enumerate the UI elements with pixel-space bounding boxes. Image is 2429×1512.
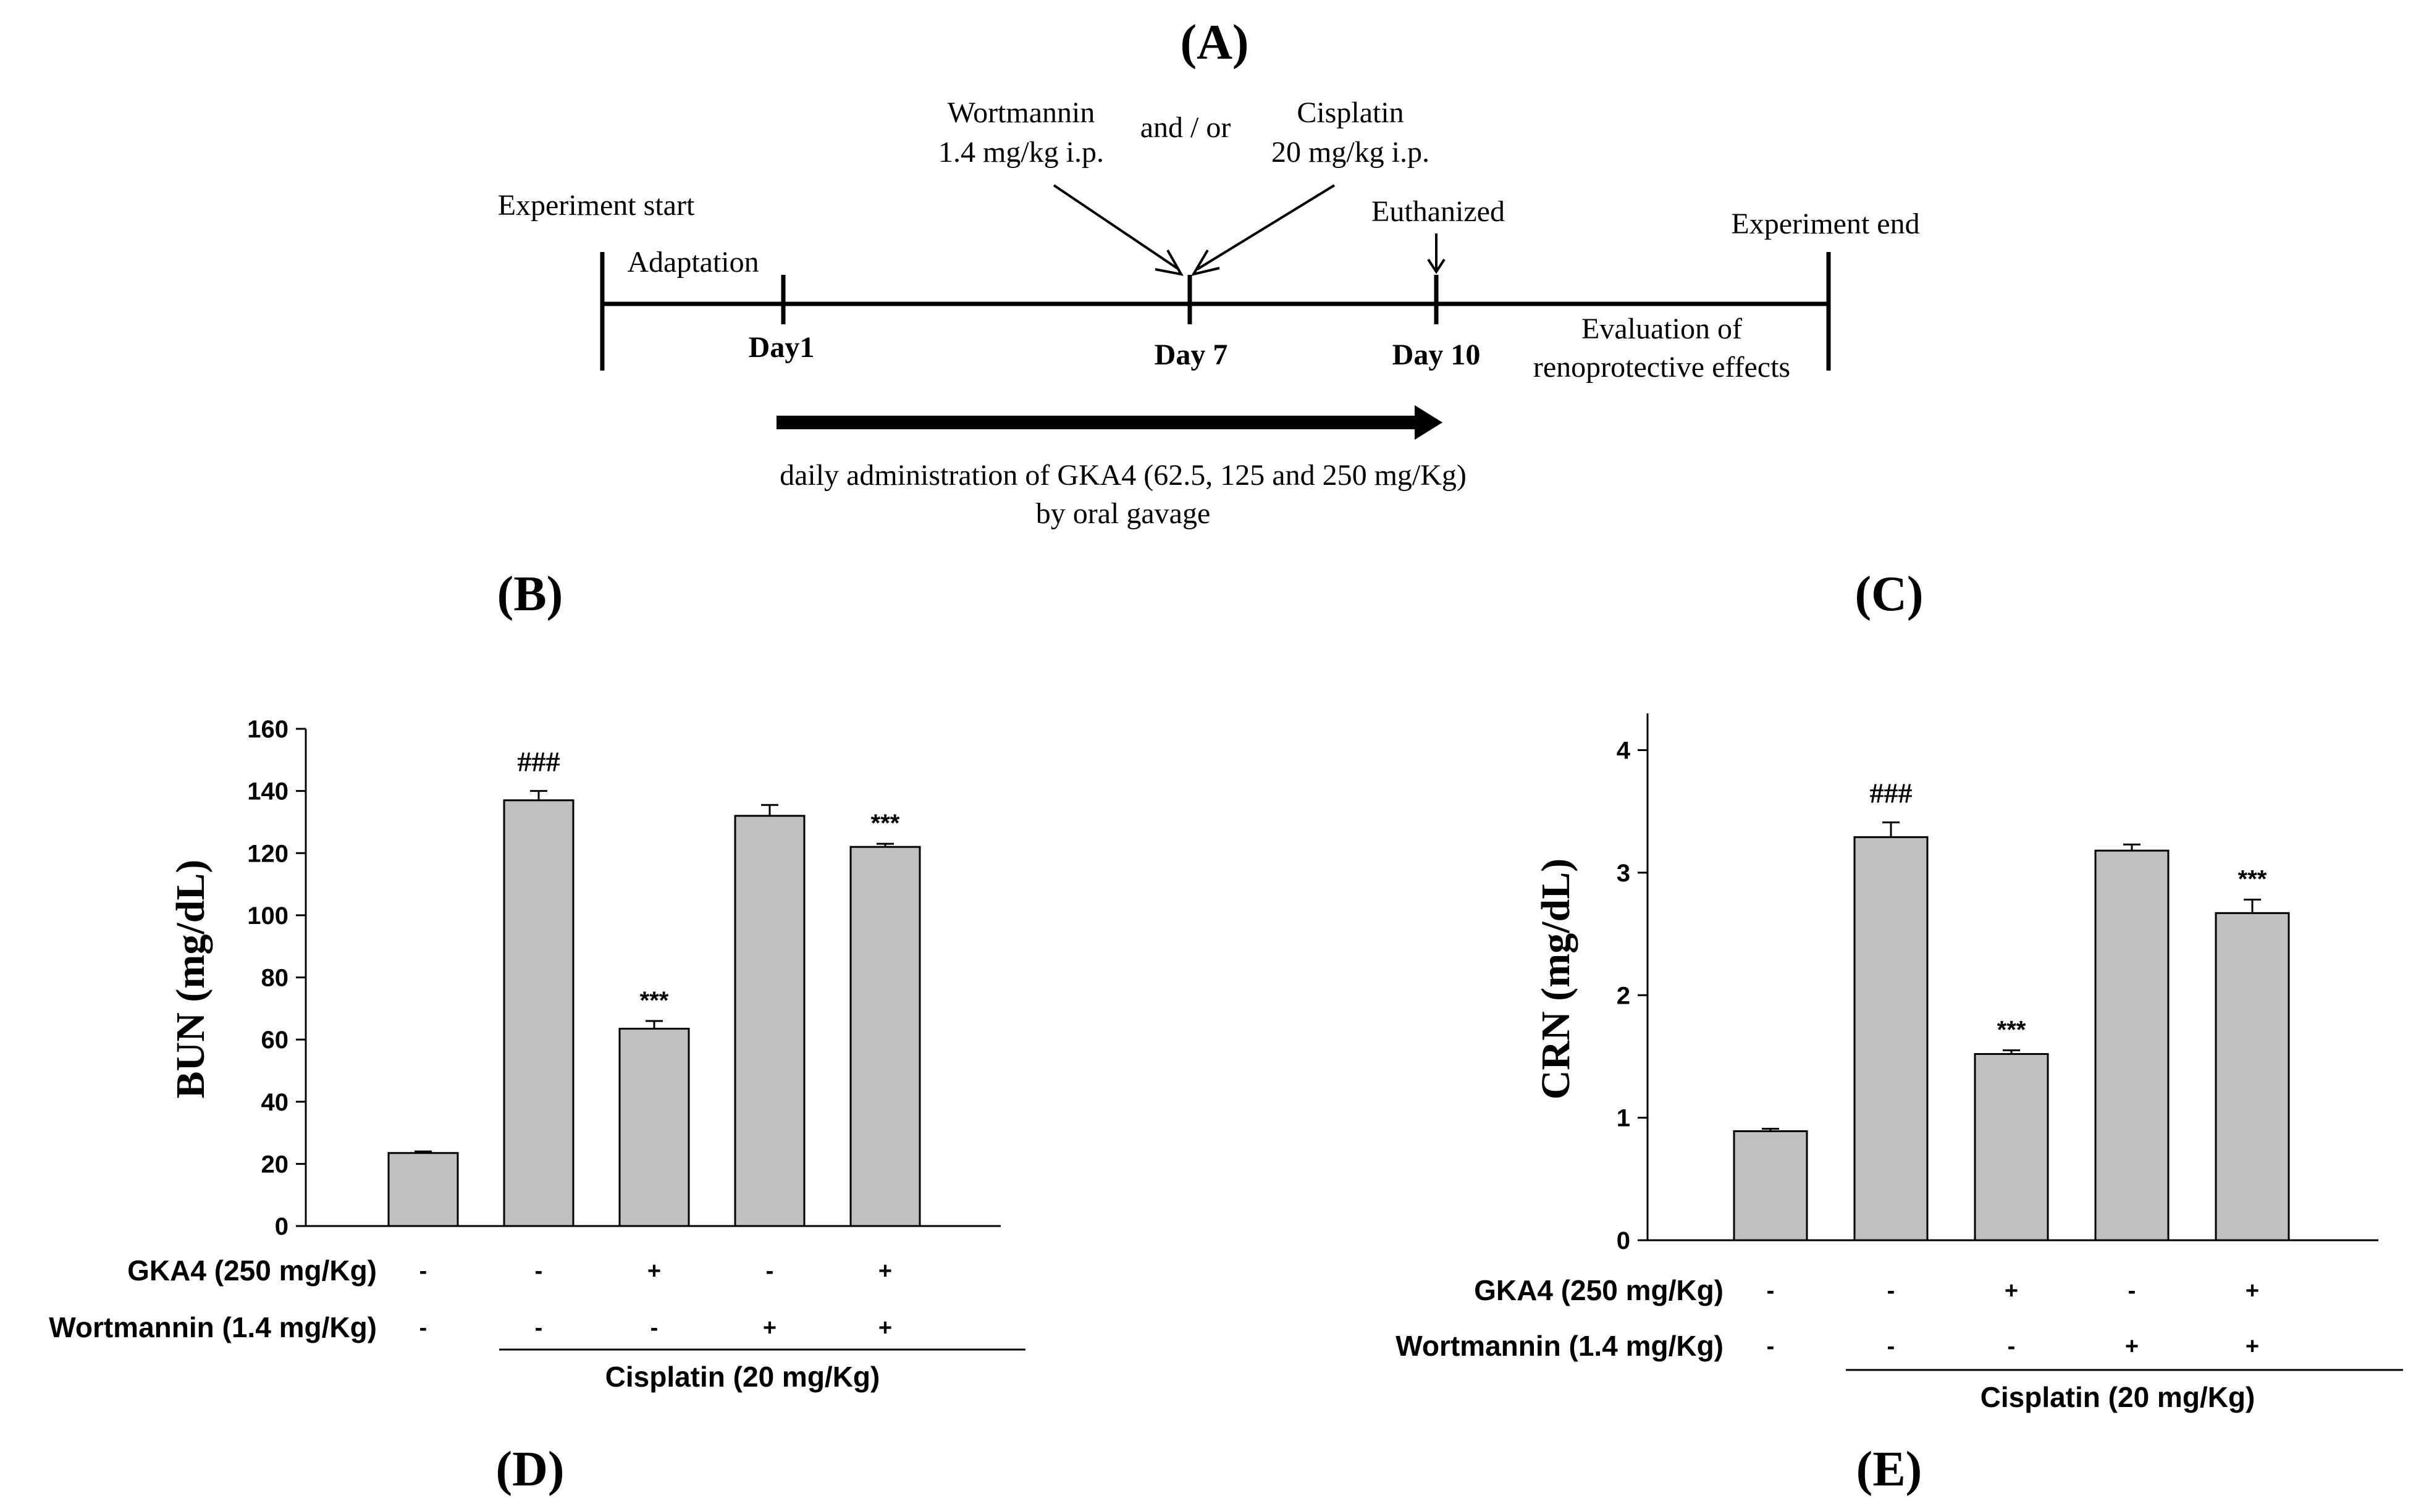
cisplatin-dose-label: 20 mg/kg i.p. xyxy=(1271,136,1429,169)
bun-y-tick-label: 120 xyxy=(247,840,288,867)
bun-y-tick-label: 40 xyxy=(261,1089,289,1116)
day1-label: Day1 xyxy=(749,331,815,364)
and-or-label: and / or xyxy=(1140,111,1231,144)
crn-bar-5 xyxy=(2215,912,2290,1241)
cisplatin-label: Cisplatin xyxy=(1297,96,1404,129)
crn-sign-2-3: - xyxy=(2008,1334,2016,1359)
crn-significance-5: *** xyxy=(2238,866,2267,893)
bun-y-tick-label: 100 xyxy=(247,902,288,930)
panel-label-d: (D) xyxy=(495,1442,564,1497)
crn-bar-1 xyxy=(1733,1130,1808,1241)
wortmannin-dose-label: 1.4 mg/kg i.p. xyxy=(938,136,1104,169)
crn-sign-1-5: + xyxy=(2246,1278,2259,1304)
bun-y-tick-label: 80 xyxy=(261,965,289,992)
crn-group-label: Cisplatin (20 mg/Kg) xyxy=(1981,1381,2255,1413)
bun-significance-5: *** xyxy=(871,810,900,837)
crn-sign-2-4: + xyxy=(2125,1334,2139,1359)
bun-significance-2: ### xyxy=(518,746,560,778)
timeline-diagram: Experiment start Adaptation Day1 Day 7 D… xyxy=(498,96,1920,530)
crn-y-axis-title: CRN (mg/dL) xyxy=(1533,859,1578,1100)
bun-group-label: Cisplatin (20 mg/Kg) xyxy=(605,1361,880,1393)
crn-sign-1-4: - xyxy=(2128,1278,2136,1304)
cisplatin-arrow xyxy=(1196,184,1336,271)
crn-y-tick-label: 3 xyxy=(1617,860,1630,887)
panel-label-b: (B) xyxy=(497,567,563,621)
experiment-start-label: Experiment start xyxy=(498,189,695,222)
crn-significance-3: *** xyxy=(1997,1017,2026,1044)
crn-row-label-1: GKA4 (250 mg/Kg) xyxy=(1474,1274,1724,1306)
panel-label-c: (C) xyxy=(1854,567,1923,621)
crn-chart: 0 1 2 3 4 CRN (mg/dL) ### *** *** GKA4 (250 mg/Kg… xyxy=(1396,713,2403,1413)
crn-bar-3 xyxy=(1974,1052,2049,1241)
administration-arrowhead xyxy=(1415,405,1442,440)
crn-bar-2 xyxy=(1853,836,1929,1241)
bun-row-label-1: GKA4 (250 mg/Kg) xyxy=(127,1254,377,1287)
administration-label: daily administration of GKA4 (62.5, 125 … xyxy=(780,459,1467,492)
bun-bar-5 xyxy=(849,846,921,1227)
day7-label: Day 7 xyxy=(1155,338,1228,371)
bun-sign-2-3: - xyxy=(650,1315,659,1341)
euthanized-arrowhead xyxy=(1427,258,1446,274)
bun-y-axis-title: BUN (mg/dL) xyxy=(168,860,213,1099)
bun-sign-1-5: + xyxy=(878,1258,892,1284)
administration-label-2: by oral gavage xyxy=(1036,497,1211,530)
crn-significance-2: ### xyxy=(1870,778,1913,809)
day10-label: Day 10 xyxy=(1392,338,1481,371)
bun-sign-1-4: - xyxy=(766,1258,774,1284)
bun-sign-2-2: - xyxy=(535,1315,543,1341)
adaptation-label: Adaptation xyxy=(627,246,759,279)
bun-y-tick-label: 140 xyxy=(247,778,288,805)
cisplatin-arrowhead xyxy=(1190,249,1220,277)
bun-y-tick-label: 0 xyxy=(275,1213,288,1240)
bun-significance-3: *** xyxy=(640,987,669,1014)
wortmannin-arrow xyxy=(1053,184,1180,271)
bun-chart: 0 20 40 60 80 100 120 140 160 BUN (mg/dL) ### *** **… xyxy=(49,716,1025,1393)
bun-y-tick-label: 160 xyxy=(247,716,288,743)
crn-y-tick-label: 0 xyxy=(1617,1227,1630,1254)
bun-sign-2-4: + xyxy=(763,1315,777,1341)
evaluation-label: Evaluation of xyxy=(1581,313,1742,345)
bun-y-tick-label: 60 xyxy=(261,1027,289,1054)
panel-label-e: (E) xyxy=(1856,1442,1922,1497)
crn-sign-1-1: - xyxy=(1767,1278,1775,1304)
bun-sign-1-2: - xyxy=(535,1258,543,1284)
bun-sign-1-1: - xyxy=(419,1258,427,1284)
bun-sign-1-3: + xyxy=(647,1258,661,1284)
bun-row-label-2: Wortmannin (1.4 mg/Kg) xyxy=(49,1311,377,1343)
crn-sign-2-2: - xyxy=(1887,1334,1895,1359)
crn-sign-2-1: - xyxy=(1767,1334,1775,1359)
wortmannin-label: Wortmannin xyxy=(948,96,1095,129)
bun-y-tick-label: 20 xyxy=(261,1151,289,1178)
wortmannin-arrowhead xyxy=(1155,250,1184,276)
crn-sign-1-2: - xyxy=(1887,1278,1895,1304)
bun-bar-2 xyxy=(503,799,575,1227)
bun-sign-2-5: + xyxy=(878,1315,892,1341)
crn-y-tick-label: 2 xyxy=(1617,982,1630,1009)
crn-sign-2-5: + xyxy=(2246,1334,2259,1359)
bun-bar-4 xyxy=(734,815,806,1227)
panel-label-a: (A) xyxy=(1180,15,1248,70)
crn-bar-4 xyxy=(2094,849,2170,1241)
bun-bar-3 xyxy=(618,1028,690,1227)
bun-bar-1 xyxy=(387,1152,459,1227)
crn-row-label-2: Wortmannin (1.4 mg/Kg) xyxy=(1396,1330,1724,1362)
crn-y-tick-label: 4 xyxy=(1617,737,1631,765)
experiment-end-label: Experiment end xyxy=(1731,208,1919,240)
crn-sign-1-3: + xyxy=(2005,1278,2018,1304)
evaluation-label-2: renoprotective effects xyxy=(1533,351,1790,384)
crn-y-tick-label: 1 xyxy=(1617,1105,1630,1132)
euthanized-label: Euthanized xyxy=(1371,195,1505,228)
bun-sign-2-1: - xyxy=(419,1315,427,1341)
